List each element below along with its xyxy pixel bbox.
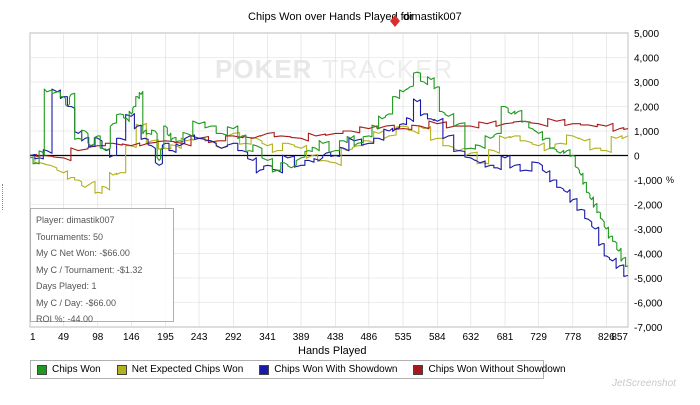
legend-swatch (259, 364, 270, 375)
series-line-chips-won (29, 71, 629, 268)
x-tick-label: 195 (157, 332, 174, 343)
y-tick-label: -7,000 (634, 323, 663, 334)
y-tick-label: 0 (634, 152, 640, 163)
series-line-chips-won-without-showdown (29, 117, 629, 162)
y-tick-label: 2,000 (634, 103, 659, 114)
y-tick-label: -4,000 (634, 250, 663, 261)
x-axis-ticks: 1 49 98 146 195 243 292 341 389 438 486 535 584 632 68… (30, 332, 628, 343)
resize-handle[interactable] (2, 184, 5, 210)
x-tick-label: 486 (360, 332, 377, 343)
x-tick-label: 857 (611, 332, 628, 343)
legend-item-net-expected-chips-won: Net Expected Chips Won (116, 364, 244, 375)
x-tick-label: 778 (564, 332, 581, 343)
stats-row: Tournaments: 50 (36, 231, 104, 242)
y-axis-unit: % (666, 175, 674, 185)
x-tick-label: 584 (429, 332, 446, 343)
stats-row: ROI %: -44.00 (36, 314, 94, 324)
x-tick-label: 1 (30, 332, 36, 343)
x-tick-label: 826 (598, 332, 615, 343)
x-tick-label: 681 (497, 332, 514, 343)
legend-item-chips-won-with-showdown: Chips Won With Showdown (259, 364, 397, 375)
pokertracker-watermark: POKER TRACKER (215, 54, 452, 84)
player-stats-box: Player: dimastik007 Tournaments: 50 My C N… (30, 208, 174, 324)
y-tick-label: 5,000 (634, 29, 659, 40)
y-tick-label: -2,000 (634, 201, 663, 212)
watermark-poker: POKER (215, 54, 312, 84)
y-tick-label: -1,000 (634, 176, 663, 187)
stats-row: Days Played: 1 (36, 281, 97, 291)
y-tick-label: -6,000 (634, 299, 663, 310)
y-tick-label: -3,000 (634, 225, 663, 236)
y-tick-label: -5,000 (634, 274, 663, 285)
series-line-chips-won-with-showdown (29, 88, 629, 277)
stats-row: My C Net Won: -$66.00 (36, 248, 130, 258)
x-tick-label: 535 (395, 332, 412, 343)
x-tick-label: 146 (123, 332, 140, 343)
legend-item-chips-won: Chips Won (37, 364, 101, 375)
x-tick-label: 341 (259, 332, 276, 343)
y-tick-label: 1,000 (634, 127, 659, 138)
x-tick-label: 632 (462, 332, 479, 343)
stats-row: Player: dimastik007 (36, 215, 115, 225)
stats-row: My C / Tournament: -$1.32 (36, 264, 143, 275)
series-line-net-expected-chips-won (29, 122, 629, 194)
legend-label: Net Expected Chips Won (131, 364, 244, 375)
x-tick-label: 729 (530, 332, 547, 343)
x-tick-label: 98 (92, 332, 104, 343)
legend-label: Chips Won With Showdown (274, 364, 398, 375)
chart-title-player: dimastik007 (403, 11, 462, 23)
chart-title: Chips Won over Hands Played for (248, 11, 414, 23)
legend: Chips Won Net Expected Chips Won Chips Won… (30, 360, 566, 379)
legend-swatch (37, 364, 47, 375)
legend-label: Chips Won Without Showdown (428, 364, 566, 375)
legend-swatch (413, 364, 424, 375)
player-suit-icon (390, 15, 400, 27)
y-tick-label: 3,000 (634, 78, 659, 89)
legend-swatch (116, 364, 127, 375)
x-tick-label: 438 (327, 332, 344, 343)
series-layer (29, 71, 629, 277)
x-tick-label: 292 (225, 332, 242, 343)
x-tick-label: 49 (58, 332, 70, 343)
legend-label: Chips Won (52, 364, 101, 375)
stats-row: My C / Day: -$66.00 (36, 297, 117, 308)
x-axis-label: Hands Played (298, 345, 367, 357)
x-tick-label: 243 (191, 332, 208, 343)
legend-item-chips-won-without-showdown: Chips Won Without Showdown (413, 364, 566, 375)
x-tick-label: 389 (293, 332, 310, 343)
brand-watermark: JetScreenshot (612, 378, 676, 389)
y-axis-ticks: 5,000 4,000 3,000 2,000 1,000 0 -1,000 -2,000 -3… (634, 29, 663, 334)
y-tick-label: 4,000 (634, 54, 659, 65)
